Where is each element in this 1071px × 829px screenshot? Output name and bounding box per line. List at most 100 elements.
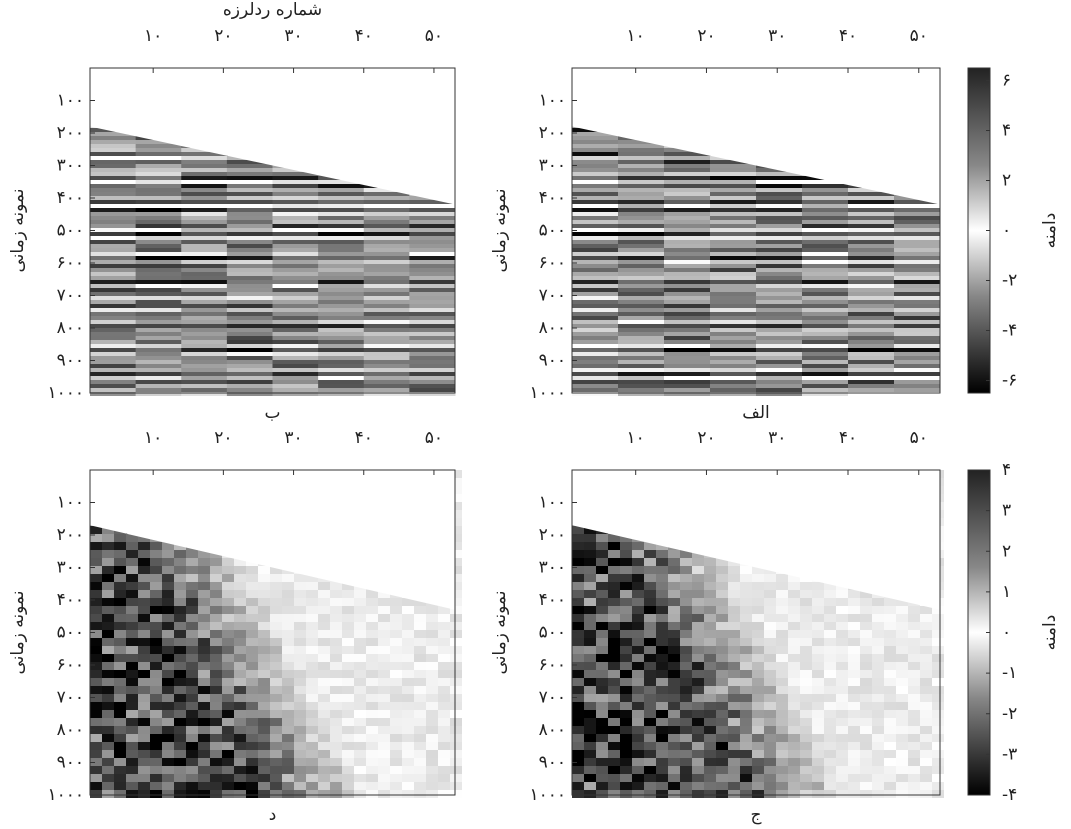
seismic-texture [572, 204, 619, 208]
seismic-texture [572, 152, 619, 156]
seismic-texture [608, 614, 620, 622]
seismic-texture [788, 622, 800, 630]
seismic-texture [246, 718, 258, 726]
seismic-texture [572, 590, 584, 598]
seismic-texture [210, 638, 222, 646]
seismic-texture [258, 614, 270, 622]
seismic-texture [414, 726, 426, 734]
seismic-texture [824, 790, 836, 798]
seismic-texture [258, 622, 270, 630]
seismic-texture [764, 622, 776, 630]
seismic-texture [740, 630, 752, 638]
seismic-texture [364, 272, 410, 276]
seismic-texture [282, 774, 294, 782]
seismic-texture [596, 550, 608, 558]
seismic-texture [692, 790, 704, 798]
seismic-texture [174, 742, 186, 750]
seismic-texture [710, 172, 757, 176]
y-tick-label: ۶۰۰ [57, 253, 84, 273]
seismic-texture [704, 582, 716, 590]
seismic-texture [227, 312, 273, 316]
seismic-texture [572, 308, 619, 312]
seismic-texture [181, 212, 227, 216]
seismic-texture [710, 388, 757, 392]
seismic-texture [318, 654, 330, 662]
seismic-texture [680, 790, 692, 798]
seismic-texture [800, 758, 812, 766]
seismic-texture [618, 192, 665, 196]
seismic-texture [584, 614, 596, 622]
seismic-texture [884, 678, 896, 686]
seismic-texture [572, 686, 584, 694]
seismic-texture [450, 622, 462, 630]
seismic-texture [896, 734, 908, 742]
seismic-texture [618, 384, 665, 388]
seismic-texture [752, 630, 764, 638]
seismic-texture [90, 196, 136, 200]
seismic-texture [728, 670, 740, 678]
seismic-texture [364, 364, 410, 368]
seismic-texture [764, 750, 776, 758]
seismic-texture [318, 200, 364, 204]
seismic-texture [426, 726, 438, 734]
seismic-texture [330, 638, 342, 646]
seismic-texture [126, 734, 138, 742]
seismic-texture [227, 216, 273, 220]
seismic-texture [740, 742, 752, 750]
seismic-texture [136, 180, 182, 184]
seismic-texture [800, 718, 812, 726]
seismic-texture [656, 598, 668, 606]
seismic-texture [366, 678, 378, 686]
seismic-texture [227, 240, 273, 244]
y-tick-label: ۵۰۰ [539, 221, 566, 241]
seismic-texture [618, 332, 665, 336]
seismic-texture [227, 268, 273, 272]
seismic-texture [848, 750, 860, 758]
seismic-texture [198, 582, 210, 590]
seismic-texture [138, 734, 150, 742]
seismic-texture [318, 220, 364, 224]
seismic-texture [800, 662, 812, 670]
seismic-texture [450, 670, 462, 678]
seismic-texture [181, 228, 227, 232]
seismic-texture [618, 388, 665, 392]
seismic-texture [318, 376, 364, 380]
seismic-texture [788, 606, 800, 614]
seismic-texture [894, 208, 941, 212]
seismic-texture [426, 654, 438, 662]
seismic-texture [764, 766, 776, 774]
seismic-texture [764, 598, 776, 606]
seismic-texture [306, 606, 318, 614]
x-tick-label: ۲۰ [214, 26, 232, 46]
seismic-texture [756, 316, 803, 320]
seismic-texture [409, 264, 455, 268]
seismic-texture [728, 582, 740, 590]
seismic-texture [704, 598, 716, 606]
seismic-texture [680, 566, 692, 574]
seismic-texture [872, 750, 884, 758]
seismic-texture [680, 574, 692, 582]
seismic-texture [656, 606, 668, 614]
seismic-texture [618, 348, 665, 352]
seismic-texture [596, 718, 608, 726]
seismic-texture [181, 388, 227, 392]
seismic-texture [680, 630, 692, 638]
seismic-texture [710, 208, 757, 212]
seismic-texture [136, 176, 182, 180]
seismic-texture [572, 156, 619, 160]
seismic-texture [366, 782, 378, 790]
seismic-texture [234, 606, 246, 614]
seismic-texture [764, 630, 776, 638]
seismic-texture [227, 272, 273, 276]
seismic-texture [282, 790, 294, 798]
seismic-texture [409, 308, 455, 312]
seismic-texture [802, 220, 849, 224]
seismic-texture [656, 566, 668, 574]
seismic-texture [872, 686, 884, 694]
seismic-texture [656, 638, 668, 646]
seismic-texture [138, 606, 150, 614]
y-tick-label: ۹۰۰ [539, 753, 566, 773]
seismic-texture [668, 622, 680, 630]
seismic-texture [572, 598, 584, 606]
seismic-texture [136, 188, 182, 192]
